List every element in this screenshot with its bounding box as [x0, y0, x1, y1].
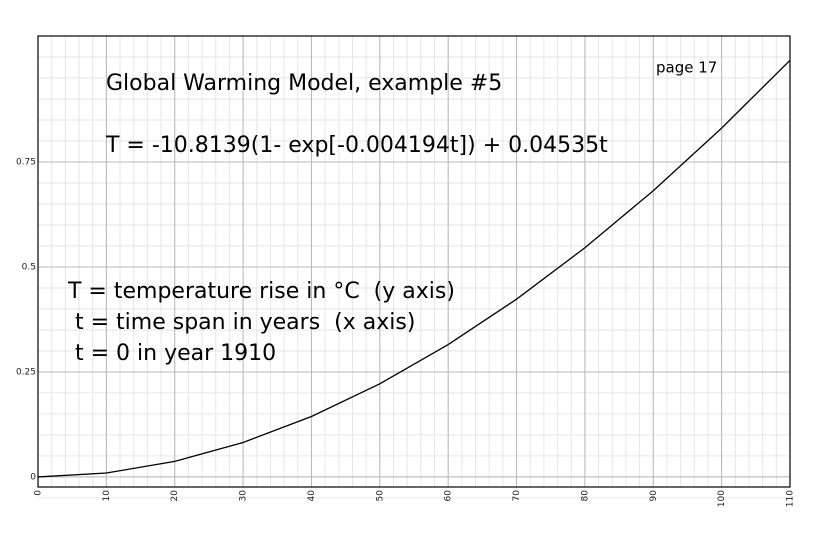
- x-tick-label: 110: [786, 490, 796, 507]
- equation: T = -10.8139(1- exp[-0.004194t]) + 0.045…: [105, 133, 608, 158]
- x-tick-label: 80: [580, 490, 590, 502]
- y-tick-label: 0.5: [22, 262, 36, 272]
- chart-title: Global Warming Model, example #5: [106, 71, 502, 96]
- y-tick-label: 0.25: [16, 367, 36, 377]
- y-tick-label: 0.75: [16, 157, 36, 167]
- x-tick-label: 90: [649, 490, 659, 502]
- annotation: T = temperature rise in °C (y axis): [67, 279, 455, 304]
- x-tick-label: 30: [239, 490, 249, 502]
- x-tick-label: 60: [444, 490, 454, 502]
- x-tick-label: 10: [102, 490, 112, 502]
- annotation: t = time span in years (x axis): [68, 310, 415, 335]
- x-tick-label: 100: [717, 490, 727, 507]
- x-tick-label: 70: [512, 490, 522, 502]
- grid: [37, 35, 791, 499]
- annotation: t = 0 in year 1910: [68, 341, 276, 366]
- page-label: page 17: [656, 59, 717, 77]
- x-tick-label: 0: [34, 490, 44, 496]
- x-tick-label: 50: [375, 490, 385, 502]
- line: [37, 59, 791, 478]
- plot-frame: [37, 35, 791, 488]
- y-tick-label: 0: [30, 472, 36, 482]
- x-tick-label: 40: [307, 490, 317, 502]
- x-tick-label: 20: [170, 490, 180, 502]
